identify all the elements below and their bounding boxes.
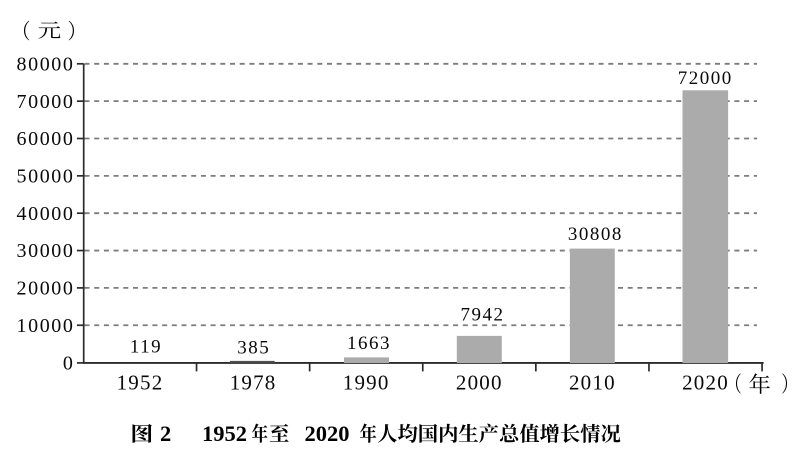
svg-text:385: 385	[237, 338, 270, 359]
svg-text:60000: 60000	[17, 128, 75, 150]
svg-text:2020: 2020	[305, 421, 350, 446]
svg-text:1663: 1663	[347, 333, 391, 354]
svg-text:1952: 1952	[202, 421, 247, 446]
svg-text:80000: 80000	[17, 53, 75, 75]
svg-text:70000: 70000	[17, 91, 75, 113]
svg-text:2010: 2010	[569, 371, 616, 395]
svg-text:10000: 10000	[17, 315, 75, 337]
svg-text:72000: 72000	[678, 68, 733, 89]
svg-text:30000: 30000	[17, 240, 75, 262]
svg-text:2: 2	[160, 421, 171, 446]
svg-text:2000: 2000	[456, 371, 503, 395]
svg-text:1978: 1978	[230, 371, 277, 395]
svg-text:40000: 40000	[17, 203, 75, 225]
svg-text:7942: 7942	[461, 305, 505, 326]
svg-text:1990: 1990	[343, 371, 390, 395]
svg-text:20000: 20000	[17, 278, 75, 300]
svg-text:50000: 50000	[17, 165, 75, 187]
svg-text:1952: 1952	[117, 371, 164, 395]
svg-text:0: 0	[63, 353, 75, 375]
svg-text:30808: 30808	[568, 224, 623, 245]
svg-text:2020: 2020	[682, 371, 729, 395]
svg-text:119: 119	[130, 337, 162, 358]
